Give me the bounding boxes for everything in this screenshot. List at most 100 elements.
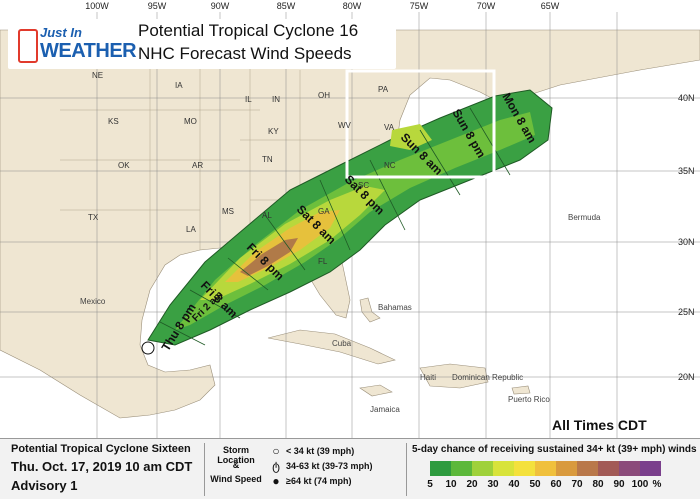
scale-tick: 5 [427, 479, 433, 490]
state-label: TX [88, 213, 99, 222]
scale-tick: 30 [487, 479, 499, 490]
longitude-labels: 100W 95W 90W 85W 80W 75W 70W 65W [85, 1, 560, 11]
lon-label: 85W [277, 1, 296, 11]
place-label: Haiti [420, 373, 436, 382]
advisory-number: Advisory 1 [11, 478, 78, 493]
storm-symbol-icon: ტ [272, 459, 280, 473]
legend-panel: Potential Tropical Cyclone Sixteen Thu. … [0, 438, 700, 499]
state-label: IN [272, 95, 280, 104]
state-label: AR [192, 161, 203, 170]
place-labels: Bermuda Mexico Cuba Jamaica Haiti Domini… [80, 213, 601, 414]
probability-color-scale [430, 461, 661, 476]
map-subtitle: NHC Forecast Wind Speeds [138, 44, 352, 63]
state-label: LA [186, 225, 196, 234]
state-labels: NE IA IL IN OH PA KS MO KY WV VA OK AR T… [88, 71, 396, 266]
scale-tick: 90 [613, 479, 625, 490]
lon-label: 90W [211, 1, 230, 11]
lon-label: 75W [410, 1, 429, 11]
scale-tick: 70 [571, 479, 583, 490]
latitude-labels: 40N 35N 30N 25N 20N [678, 93, 695, 382]
phone-icon [18, 29, 38, 63]
scale-swatch [493, 461, 514, 476]
state-label: GA [318, 207, 330, 216]
title-box: Just In WEATHER Potential Tropical Cyclo… [8, 19, 396, 69]
state-label: KS [108, 117, 119, 126]
scale-swatch [451, 461, 472, 476]
scale-swatch [640, 461, 661, 476]
circle-icon: ○ [272, 444, 280, 458]
time-zone-note: All Times CDT [552, 417, 647, 433]
wind-swath-band-80 [240, 238, 298, 276]
scale-swatch [535, 461, 556, 476]
lon-label: 65W [541, 1, 560, 11]
scale-swatch [472, 461, 493, 476]
lat-label: 25N [678, 307, 695, 317]
scale-tick: 50 [529, 479, 541, 490]
state-label: MO [184, 117, 197, 126]
hurricane-symbol-icon: ● [272, 474, 280, 488]
state-label: MS [222, 207, 234, 216]
scale-tick: 60 [550, 479, 562, 490]
state-label: PA [378, 85, 389, 94]
logo-just-text: Just In [40, 25, 82, 40]
symbol-weak-text: < 34 kt (39 mph) [286, 446, 355, 456]
scale-swatch [577, 461, 598, 476]
scale-tick: 40 [508, 479, 520, 490]
place-label: Puerto Rico [508, 395, 550, 404]
state-label: IA [175, 81, 183, 90]
state-label: OK [118, 161, 130, 170]
place-label: Dominican Republic [452, 373, 523, 382]
forecast-time-lines [159, 107, 511, 346]
map: 100W 95W 90W 85W 80W 75W 70W 65W 40N 35N… [0, 0, 700, 438]
lon-label: 70W [477, 1, 496, 11]
scale-swatch [514, 461, 535, 476]
legend-divider [406, 443, 407, 496]
scale-tick: 100 [631, 479, 649, 490]
ampersand-label: & [232, 460, 240, 470]
state-label: TN [262, 155, 273, 164]
state-label: FL [318, 257, 328, 266]
state-label: WV [338, 121, 352, 130]
advisory-date: Thu. Oct. 17, 2019 10 am CDT [11, 459, 193, 474]
lon-label: 100W [85, 1, 109, 11]
state-label: AL [262, 211, 272, 220]
zoom-box [345, 69, 496, 179]
brand-logo: Just In WEATHER [14, 25, 137, 65]
lat-label: 40N [678, 93, 695, 103]
map-title: Potential Tropical Cyclone 16 [138, 21, 359, 40]
place-label: Jamaica [370, 405, 400, 414]
storm-location-icon [141, 341, 155, 355]
state-label: KY [268, 127, 279, 136]
symbol-hurricane-text: ≥64 kt (74 mph) [286, 476, 352, 486]
scale-percent-label: % [652, 479, 662, 490]
wind-speed-label: Wind Speed [210, 474, 262, 484]
scale-tick: 10 [445, 479, 457, 490]
lat-label: 35N [678, 166, 695, 176]
land-hispaniola [419, 363, 489, 389]
scale-swatch [556, 461, 577, 476]
state-label: VA [384, 123, 395, 132]
symbol-storm-text: 34-63 kt (39-73 mph) [286, 461, 373, 471]
place-label: Cuba [332, 339, 352, 348]
place-label: Bermuda [568, 213, 601, 222]
lat-label: 30N [678, 237, 695, 247]
state-label: OH [318, 91, 330, 100]
place-label: Bahamas [378, 303, 412, 312]
legend-divider [204, 443, 205, 496]
probability-title: 5-day chance of receiving sustained 34+ … [412, 444, 697, 455]
storm-name: Potential Tropical Cyclone Sixteen [11, 443, 191, 455]
state-label: NC [384, 161, 396, 170]
scale-tick: 20 [466, 479, 478, 490]
scale-tick: 80 [592, 479, 604, 490]
land-cuba [267, 329, 396, 365]
land-puerto-rico [511, 385, 531, 395]
wind-swath-band-40-north [390, 124, 432, 150]
lon-label: 80W [343, 1, 362, 11]
land-jamaica [359, 384, 393, 397]
state-label: IL [245, 95, 252, 104]
place-label: Mexico [80, 297, 106, 306]
scale-swatch [619, 461, 640, 476]
scale-swatch [430, 461, 451, 476]
state-label: NE [92, 71, 103, 80]
